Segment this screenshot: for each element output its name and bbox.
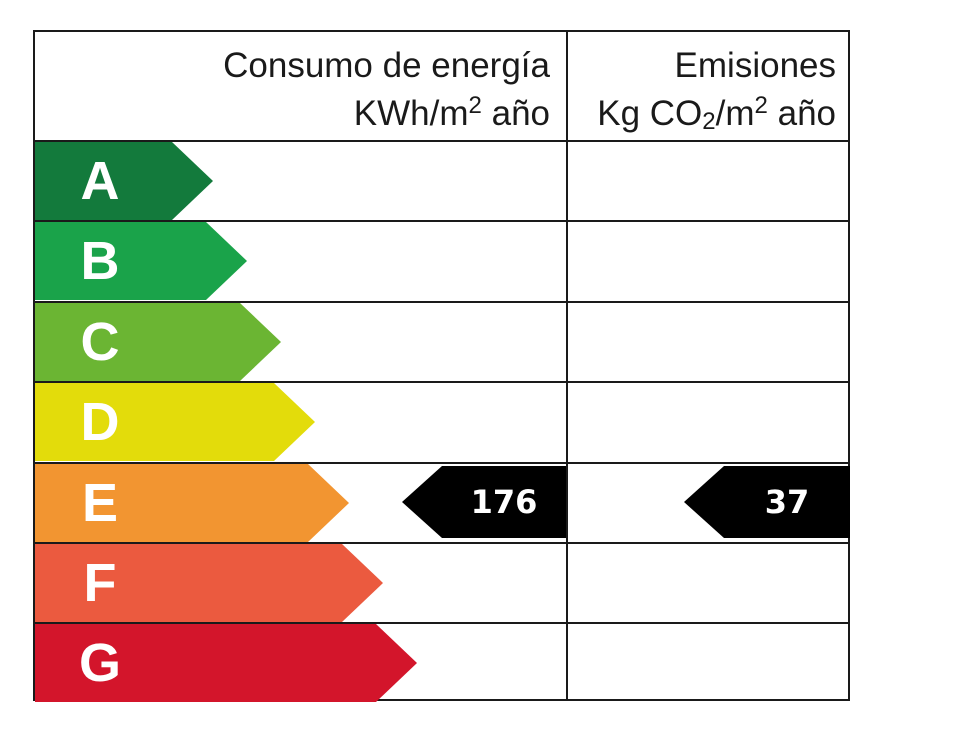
label-frame [33, 30, 850, 701]
row-divider [33, 542, 850, 544]
row-divider [33, 622, 850, 624]
emissions-rating-marker-value: 37 [764, 483, 810, 521]
energy-header-title: Consumo de energía [223, 46, 550, 85]
emissions-rating-marker [684, 466, 850, 543]
band-arrow-b [35, 222, 247, 300]
band-arrow-f [35, 544, 383, 622]
band-arrow-d [35, 383, 315, 461]
row-divider [33, 140, 850, 142]
row-divider [33, 220, 850, 222]
emissions-header-title: Emisiones [674, 46, 836, 85]
emissions-header: Emisiones Kg CO2/m2 año [568, 46, 836, 142]
band-letter-b: B [80, 231, 120, 291]
band-letter-g: G [78, 633, 121, 693]
band-letter-e: E [81, 473, 119, 533]
band-letter-d: D [80, 392, 120, 452]
column-divider [566, 30, 568, 701]
energy-header: Consumo de energía KWh/m2 año [150, 46, 550, 134]
energy-rating-marker [402, 466, 566, 543]
row-divider [33, 462, 850, 464]
energy-header-unit: KWh/m2 año [353, 92, 550, 133]
row-divider [33, 301, 850, 303]
row-divider [33, 381, 850, 383]
band-arrow-g [35, 624, 417, 702]
emissions-header-unit: Kg CO2/m2 año [597, 92, 836, 135]
band-arrow-c [35, 303, 281, 381]
band-arrow-e [35, 464, 349, 542]
band-letter-f: F [83, 553, 117, 613]
band-letter-a: A [80, 151, 120, 211]
band-letter-c: C [80, 312, 120, 372]
energy-rating-marker-value: 176 [470, 483, 538, 521]
band-arrow-a [35, 142, 213, 220]
